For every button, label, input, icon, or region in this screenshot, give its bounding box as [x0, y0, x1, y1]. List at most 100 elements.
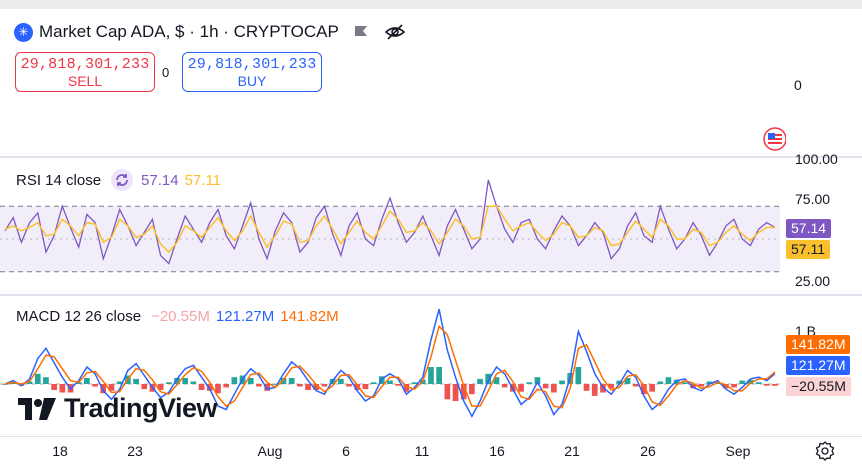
us-flag-badge-icon[interactable] — [762, 125, 786, 153]
sell-button[interactable]: 29,818,301,233 SELL — [15, 52, 155, 92]
macd-histogram-bar — [624, 378, 631, 384]
macd-histogram-bar — [10, 382, 16, 384]
macd-histogram-bar — [501, 384, 508, 388]
macd-histogram-bar — [698, 384, 705, 387]
macd-hist-tag: −20.55M — [786, 377, 851, 396]
macd-histogram-bar — [583, 384, 590, 391]
macd-histogram-bar — [731, 384, 737, 388]
macd-histogram-bar — [215, 384, 221, 394]
flag-icon[interactable] — [353, 24, 369, 40]
rsi-value-tag: 57.14 — [786, 219, 832, 238]
pane-separator[interactable] — [0, 294, 862, 296]
macd-histogram-bar — [485, 373, 492, 384]
macd-histogram-bar — [542, 384, 549, 389]
macd-histogram-bar — [518, 384, 524, 392]
xaxis-label: 21 — [564, 443, 580, 459]
macd-histogram-bar — [477, 378, 483, 384]
macd-histogram-bar — [444, 384, 451, 400]
macd-legend[interactable]: MACD 12 26 close −20.55M 121.27M 141.82M — [16, 308, 339, 325]
macd-histogram-bar — [59, 384, 66, 393]
symbol-legend[interactable]: ✳ Market Cap ADA, $ · 1h · CRYPTOCAP — [14, 22, 405, 42]
symbol-title: Market Cap ADA, $ · 1h · CRYPTOCAP — [39, 22, 339, 41]
macd-histogram-bar — [231, 377, 238, 384]
refresh-cycle-icon[interactable] — [111, 169, 134, 191]
macd-plot[interactable] — [0, 296, 790, 436]
macd-histogram-bar — [493, 377, 500, 384]
macd-histogram-bar — [747, 379, 754, 385]
macd-signal-tag: 141.82M — [786, 335, 851, 354]
macd-histogram-bar — [108, 384, 115, 391]
rsi-value: 57.14 — [141, 171, 179, 189]
macd-histogram-bar — [133, 378, 139, 384]
macd-histogram-bar — [591, 384, 598, 396]
sell-label: SELL — [67, 73, 103, 89]
tv-logo-icon — [18, 397, 56, 420]
macd-histogram-bar — [166, 382, 172, 384]
tradingview-logo[interactable]: TradingView — [18, 393, 218, 424]
rsi-axis-25: 25.00 — [795, 273, 831, 289]
macd-histogram-bar — [395, 384, 401, 386]
xaxis-label: 18 — [52, 443, 68, 459]
macd-histogram-bar — [313, 384, 320, 390]
macd-signal-line — [4, 324, 776, 409]
macd-histogram-bar — [763, 384, 770, 386]
macd-histogram-bar — [26, 381, 33, 384]
macd-histogram-bar — [551, 384, 557, 393]
rsi-legend[interactable]: RSI 14 close 57.14 57.11 — [16, 169, 221, 191]
macd-histogram-bar — [34, 373, 41, 384]
pane-separator[interactable] — [0, 156, 862, 158]
macd-histogram-bar — [526, 382, 533, 384]
price-axis-zero: 0 — [794, 77, 802, 93]
macd-signal-value: 141.82M — [280, 308, 339, 325]
macd-histogram-bar — [387, 380, 393, 384]
macd-histogram-bar — [673, 379, 680, 385]
sell-price: 29,818,301,233 — [20, 56, 150, 73]
macd-histogram-bar — [616, 380, 623, 384]
macd-histogram-bar — [739, 380, 746, 384]
macd-histogram-bar — [321, 384, 328, 387]
macd-histogram-bar — [608, 384, 614, 389]
macd-histogram-bar — [690, 384, 696, 389]
macd-histogram-bar — [51, 384, 57, 390]
macd-histogram-bar — [116, 381, 123, 384]
macd-histogram-bar — [641, 384, 647, 395]
xaxis-label: 6 — [342, 443, 350, 459]
macd-histogram-bar — [264, 384, 270, 391]
macd-histogram-bar — [436, 367, 442, 384]
rsi-plot[interactable] — [0, 158, 790, 294]
buy-label: BUY — [237, 73, 267, 89]
macd-histogram-bar — [247, 378, 254, 384]
macd-histogram-bar — [657, 381, 664, 384]
macd-histogram-bar — [346, 384, 352, 387]
macd-histogram-bar — [428, 367, 434, 384]
macd-histogram-bar — [141, 384, 148, 390]
buy-button[interactable]: 29,818,301,233 BUY — [182, 52, 322, 92]
macd-histogram-bar — [297, 384, 303, 387]
macd-histogram-bar — [755, 382, 762, 384]
macd-histogram-bar — [706, 381, 713, 384]
xaxis-label: 23 — [127, 443, 143, 459]
macd-histogram-bar — [182, 378, 188, 384]
xaxis-label: 11 — [414, 443, 430, 459]
macd-histogram-bar — [256, 384, 262, 387]
top-toolbar-strip — [0, 0, 862, 9]
macd-histogram-bar — [272, 384, 279, 385]
xaxis-label: 26 — [640, 443, 656, 459]
macd-line — [4, 309, 776, 418]
macd-histogram-bar — [75, 382, 82, 384]
xaxis-label: Sep — [725, 443, 751, 459]
macd-histogram-bar — [452, 384, 459, 401]
macd-histogram-bar — [190, 381, 197, 384]
rsi-ma-value: 57.11 — [184, 171, 222, 189]
settings-gear-icon[interactable] — [815, 441, 835, 461]
macd-label: MACD 12 26 close — [16, 308, 142, 325]
macd-histogram-bar — [338, 378, 344, 384]
rsi-ma-tag: 57.11 — [786, 240, 830, 259]
cardano-logo-icon: ✳ — [14, 22, 33, 42]
macd-line-tag: 121.27M — [786, 356, 851, 375]
time-axis-border — [0, 436, 862, 437]
hide-eye-icon[interactable] — [384, 24, 405, 40]
rsi-label: RSI 14 close — [16, 171, 102, 189]
spread-value: 0 — [162, 65, 170, 80]
